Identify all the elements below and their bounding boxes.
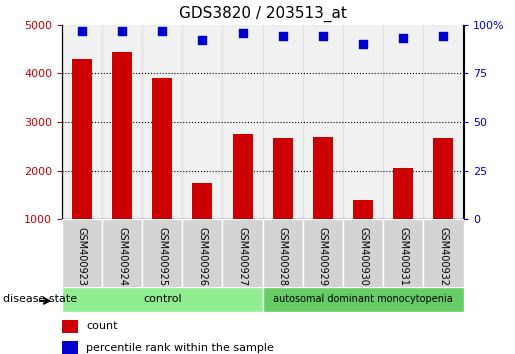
Text: GSM400932: GSM400932 xyxy=(438,227,449,286)
Text: count: count xyxy=(86,321,117,331)
Bar xyxy=(112,52,132,268)
Point xyxy=(78,28,86,33)
Bar xyxy=(182,25,222,219)
Bar xyxy=(263,25,303,219)
Bar xyxy=(303,25,343,219)
Text: GSM400926: GSM400926 xyxy=(197,227,208,286)
Text: control: control xyxy=(143,294,181,304)
Text: GSM400925: GSM400925 xyxy=(157,227,167,286)
Text: GSM400928: GSM400928 xyxy=(278,227,288,286)
Point xyxy=(198,38,207,43)
Bar xyxy=(232,134,252,268)
Bar xyxy=(152,78,172,268)
Point xyxy=(439,34,448,39)
Point xyxy=(238,30,247,35)
Point xyxy=(359,41,367,47)
Text: GSM400931: GSM400931 xyxy=(398,227,408,285)
Bar xyxy=(313,137,333,268)
FancyBboxPatch shape xyxy=(222,219,263,290)
FancyBboxPatch shape xyxy=(62,287,263,312)
Text: GSM400929: GSM400929 xyxy=(318,227,328,286)
FancyBboxPatch shape xyxy=(263,287,464,312)
Point xyxy=(118,28,126,33)
Text: disease state: disease state xyxy=(3,294,77,304)
Point xyxy=(399,35,407,41)
FancyBboxPatch shape xyxy=(102,219,142,290)
Bar xyxy=(62,320,78,333)
Point xyxy=(319,34,327,39)
FancyBboxPatch shape xyxy=(182,219,222,290)
Bar xyxy=(393,169,413,268)
Text: autosomal dominant monocytopenia: autosomal dominant monocytopenia xyxy=(273,294,453,304)
FancyBboxPatch shape xyxy=(303,219,343,290)
Text: GSM400927: GSM400927 xyxy=(237,227,248,286)
Bar xyxy=(102,25,142,219)
FancyBboxPatch shape xyxy=(383,219,423,290)
Bar xyxy=(353,200,373,268)
Bar xyxy=(62,341,78,354)
Point xyxy=(279,34,287,39)
FancyBboxPatch shape xyxy=(142,219,182,290)
Bar xyxy=(192,183,212,268)
Bar xyxy=(273,138,293,268)
Text: GSM400930: GSM400930 xyxy=(358,227,368,285)
Bar xyxy=(433,138,453,268)
Bar xyxy=(222,25,263,219)
FancyBboxPatch shape xyxy=(423,219,464,290)
Text: GSM400924: GSM400924 xyxy=(117,227,127,286)
FancyBboxPatch shape xyxy=(62,219,102,290)
Bar xyxy=(343,25,383,219)
Bar xyxy=(72,59,92,268)
Text: percentile rank within the sample: percentile rank within the sample xyxy=(86,343,274,353)
Bar xyxy=(423,25,464,219)
Point xyxy=(158,28,166,33)
Bar xyxy=(383,25,423,219)
Title: GDS3820 / 203513_at: GDS3820 / 203513_at xyxy=(179,6,347,22)
FancyBboxPatch shape xyxy=(263,219,303,290)
FancyBboxPatch shape xyxy=(343,219,383,290)
Bar xyxy=(142,25,182,219)
Bar xyxy=(62,25,102,219)
Text: GSM400923: GSM400923 xyxy=(77,227,87,286)
